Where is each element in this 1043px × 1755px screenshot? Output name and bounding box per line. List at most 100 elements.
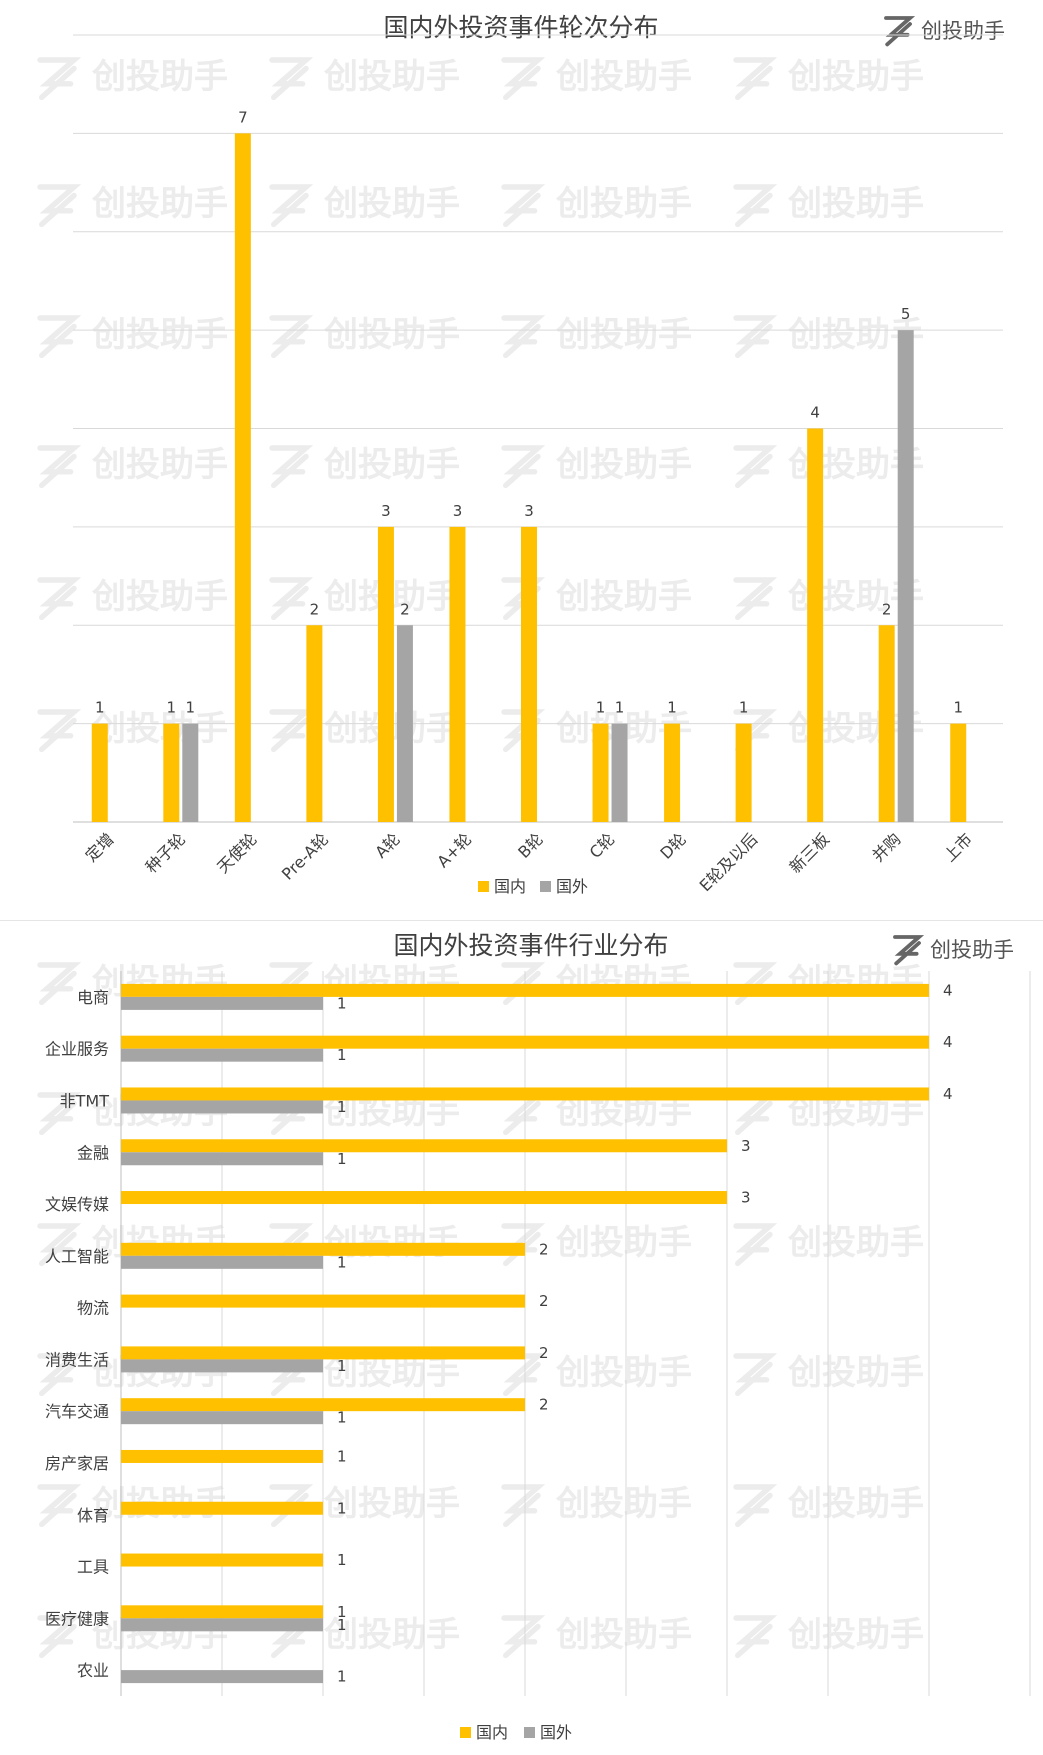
z-logo-icon: [884, 16, 916, 47]
x-tick-label: A+轮: [433, 829, 475, 871]
data-label: 1: [337, 1551, 347, 1569]
watermark-text: 创投助手: [323, 1353, 460, 1393]
watermark-logo-icon: [269, 709, 314, 753]
watermark-logo-icon: [501, 1353, 546, 1397]
z-logo-icon: [893, 935, 925, 966]
watermark-logo-icon: [269, 57, 314, 101]
bar-foreign: [121, 1670, 323, 1684]
bar-foreign: [121, 1100, 323, 1114]
watermark-logo-icon: [37, 962, 82, 1006]
data-label: 3: [453, 502, 463, 520]
x-tick-label: C轮: [586, 829, 619, 862]
data-label: 1: [337, 1150, 347, 1168]
bar-domestic: [234, 133, 251, 822]
bar-foreign: [897, 330, 914, 822]
data-label: 1: [337, 1447, 347, 1465]
bar-domestic: [121, 1449, 323, 1463]
y-tick-label: 汽车交通: [45, 1402, 109, 1421]
y-tick-label: 消费生活: [45, 1350, 109, 1369]
watermark-text: 创投助手: [555, 445, 692, 485]
bar-domestic: [121, 1605, 323, 1619]
watermark-logo-icon: [501, 1092, 546, 1136]
watermark-text: 创投助手: [555, 1223, 692, 1263]
watermark-logo-icon: [501, 445, 546, 489]
watermark-layer: 创投助手创投助手创投助手创投助手创投助手创投助手创投助手创投助手创投助手创投助手…: [37, 962, 924, 1659]
watermark-text: 创投助手: [323, 57, 460, 97]
bar-foreign: [121, 1411, 323, 1425]
watermark-text: 创投助手: [91, 445, 228, 485]
x-tick-label: A轮: [371, 829, 403, 861]
data-label: 4: [943, 1033, 953, 1051]
watermark-text: 创投助手: [323, 445, 460, 485]
bar-foreign: [121, 1255, 323, 1269]
data-label: 1: [337, 1409, 347, 1427]
y-tick-label: 电商: [77, 988, 109, 1007]
watermark-text: 创投助手: [323, 184, 460, 224]
bar-domestic: [121, 1035, 929, 1049]
watermark-logo-icon: [269, 315, 314, 359]
data-label: 5: [901, 305, 911, 323]
watermark-text: 创投助手: [323, 315, 460, 355]
watermark-logo-icon: [501, 57, 546, 101]
brand-name: 创投助手: [930, 938, 1014, 962]
watermark-logo-icon: [733, 1615, 778, 1659]
watermark-logo-icon: [37, 315, 82, 359]
data-label: 3: [741, 1189, 751, 1207]
watermark-logo-icon: [269, 445, 314, 489]
x-tick-label: 新三板: [786, 829, 833, 876]
x-tick-label: B轮: [514, 829, 547, 862]
watermark-logo-icon: [37, 1615, 82, 1659]
data-label: 1: [337, 1357, 347, 1375]
legend-label: 国内: [494, 877, 526, 896]
bar-domestic: [121, 1553, 323, 1567]
bar-domestic: [950, 723, 967, 822]
watermark-text: 创投助手: [787, 57, 924, 97]
watermark-logo-icon: [733, 184, 778, 228]
data-label: 1: [615, 699, 625, 717]
data-label: 1: [953, 699, 963, 717]
bar-domestic: [121, 1398, 525, 1412]
data-label: 1: [337, 1499, 347, 1517]
x-tick-label: D轮: [656, 829, 689, 862]
watermark-logo-icon: [37, 1484, 82, 1528]
watermark-text: 创投助手: [787, 1223, 924, 1263]
watermark-logo-icon: [733, 57, 778, 101]
data-label: 4: [943, 1085, 953, 1103]
watermark-logo-icon: [501, 184, 546, 228]
watermark-logo-icon: [37, 1092, 82, 1136]
watermark-logo-icon: [501, 1484, 546, 1528]
data-label: 2: [400, 600, 410, 618]
bar-domestic: [121, 1191, 727, 1205]
legend: 国内 国外: [478, 877, 588, 896]
watermark-text: 创投助手: [91, 57, 228, 97]
watermark-text: 创投助手: [323, 1615, 460, 1655]
rounds-chart-panel: 创投助手 创投助手 创投助手 创投助手 创投助手 创投助手 创投助手 创投助手 创投助手 创投助手…: [37, 13, 1005, 896]
bar-domestic: [449, 526, 466, 822]
data-label: 4: [943, 981, 953, 999]
watermark-text: 创投助手: [555, 1353, 692, 1393]
y-tick-label: 医疗健康: [45, 1609, 109, 1628]
bar-domestic: [664, 723, 681, 822]
watermark-text: 创投助手: [555, 57, 692, 97]
watermark-text: 创投助手: [323, 1484, 460, 1524]
x-tick-label: E轮及以后: [696, 829, 762, 895]
bar-domestic: [306, 625, 323, 822]
bar-domestic: [121, 1139, 727, 1153]
legend-swatch-domestic: [478, 881, 489, 892]
x-tick-label: 种子轮: [142, 829, 189, 876]
bar-domestic: [592, 723, 609, 822]
watermark-logo-icon: [733, 1353, 778, 1397]
data-label: 1: [337, 1098, 347, 1116]
brand-logo: 创投助手: [893, 935, 1014, 966]
chart-title: 国内外投资事件行业分布: [393, 931, 668, 960]
legend-label: 国内: [476, 1723, 508, 1742]
data-label: 2: [539, 1396, 549, 1414]
watermark-layer: 创投助手创投助手创投助手创投助手创投助手创投助手创投助手创投助手创投助手创投助手…: [37, 57, 924, 753]
y-tick-label: 企业服务: [45, 1040, 109, 1059]
watermark-text: 创投助手: [555, 1615, 692, 1655]
data-label: 2: [882, 600, 892, 618]
data-label: 1: [337, 1616, 347, 1634]
bar-domestic: [377, 526, 394, 822]
bar-domestic: [163, 723, 180, 822]
